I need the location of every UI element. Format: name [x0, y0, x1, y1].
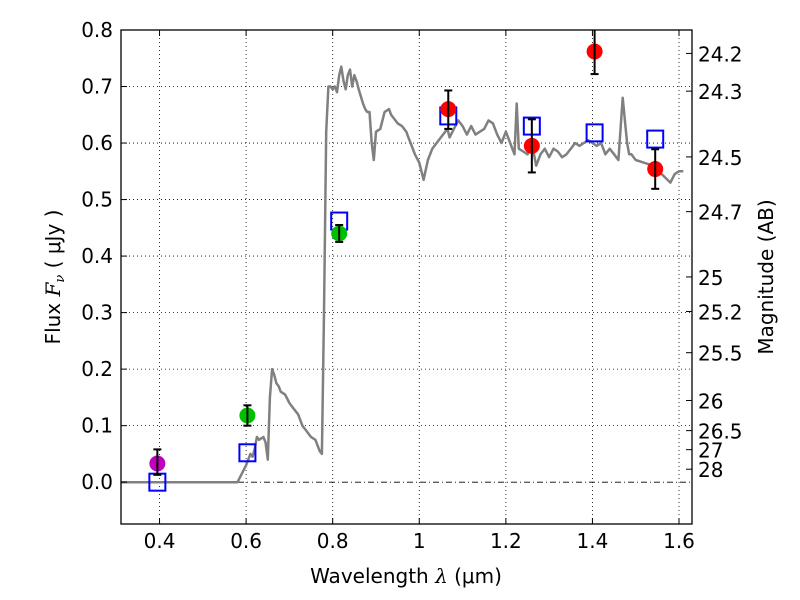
y-tick-label: 0.1 — [81, 414, 113, 438]
y2-axis-title: Magnitude (AB) — [754, 199, 778, 354]
x-tick-label: 0.6 — [230, 529, 262, 553]
y2-tick-label: 24.3 — [698, 80, 743, 104]
plot-area — [121, 30, 684, 492]
y-tick-label: 0.4 — [81, 244, 113, 268]
model-photometry-square — [238, 443, 257, 463]
x-tick-label: 0.8 — [317, 529, 349, 553]
y2-tick-label: 26 — [698, 389, 723, 413]
y2-tick-label: 26.5 — [698, 420, 743, 444]
y2-tick-label: 27 — [698, 439, 723, 463]
model-photometry-square — [585, 123, 604, 143]
y2-tick-label: 25.5 — [698, 342, 743, 366]
model-photometry-square — [646, 129, 665, 149]
y2-tick-label: 28 — [698, 458, 723, 482]
y2-tick-label: 24.5 — [698, 146, 743, 170]
tick-labels: 0.4 0.6 0.8 1 1.2 1.4 1.6 0.0 0.1 0.2 0.3 0.4 0.5 0.6… — [81, 18, 742, 553]
y-tick-label: 0.6 — [81, 131, 113, 155]
grid-lines — [121, 29, 692, 524]
y-tick-label: 0.2 — [81, 357, 113, 381]
y-tick-label: 0.7 — [81, 75, 113, 99]
y-tick-label: 0.0 — [81, 470, 113, 494]
y2-tick-label: 24.2 — [698, 42, 743, 66]
x-tick-label: 1.2 — [490, 529, 522, 553]
x-tick-label: 1.4 — [577, 529, 609, 553]
y-tick-label: 0.8 — [81, 18, 113, 42]
x-axis-title: Wavelength λ (μm) — [310, 564, 502, 588]
x-tick-label: 1 — [413, 529, 426, 553]
x-tick-label: 0.4 — [144, 529, 176, 553]
y-tick-label: 0.3 — [81, 301, 113, 325]
plot-frame — [120, 29, 693, 525]
model-spectrum-line — [121, 65, 684, 484]
x-tick-label: 1.6 — [663, 529, 695, 553]
axis-ticks — [121, 29, 692, 524]
y-tick-label: 0.5 — [81, 188, 113, 212]
y-axis-title: Flux Fν ( μJy ) — [41, 210, 68, 345]
y2-tick-label: 25.2 — [698, 300, 743, 324]
y2-tick-label: 25 — [698, 266, 723, 290]
y2-tick-label: 24.7 — [698, 201, 743, 225]
